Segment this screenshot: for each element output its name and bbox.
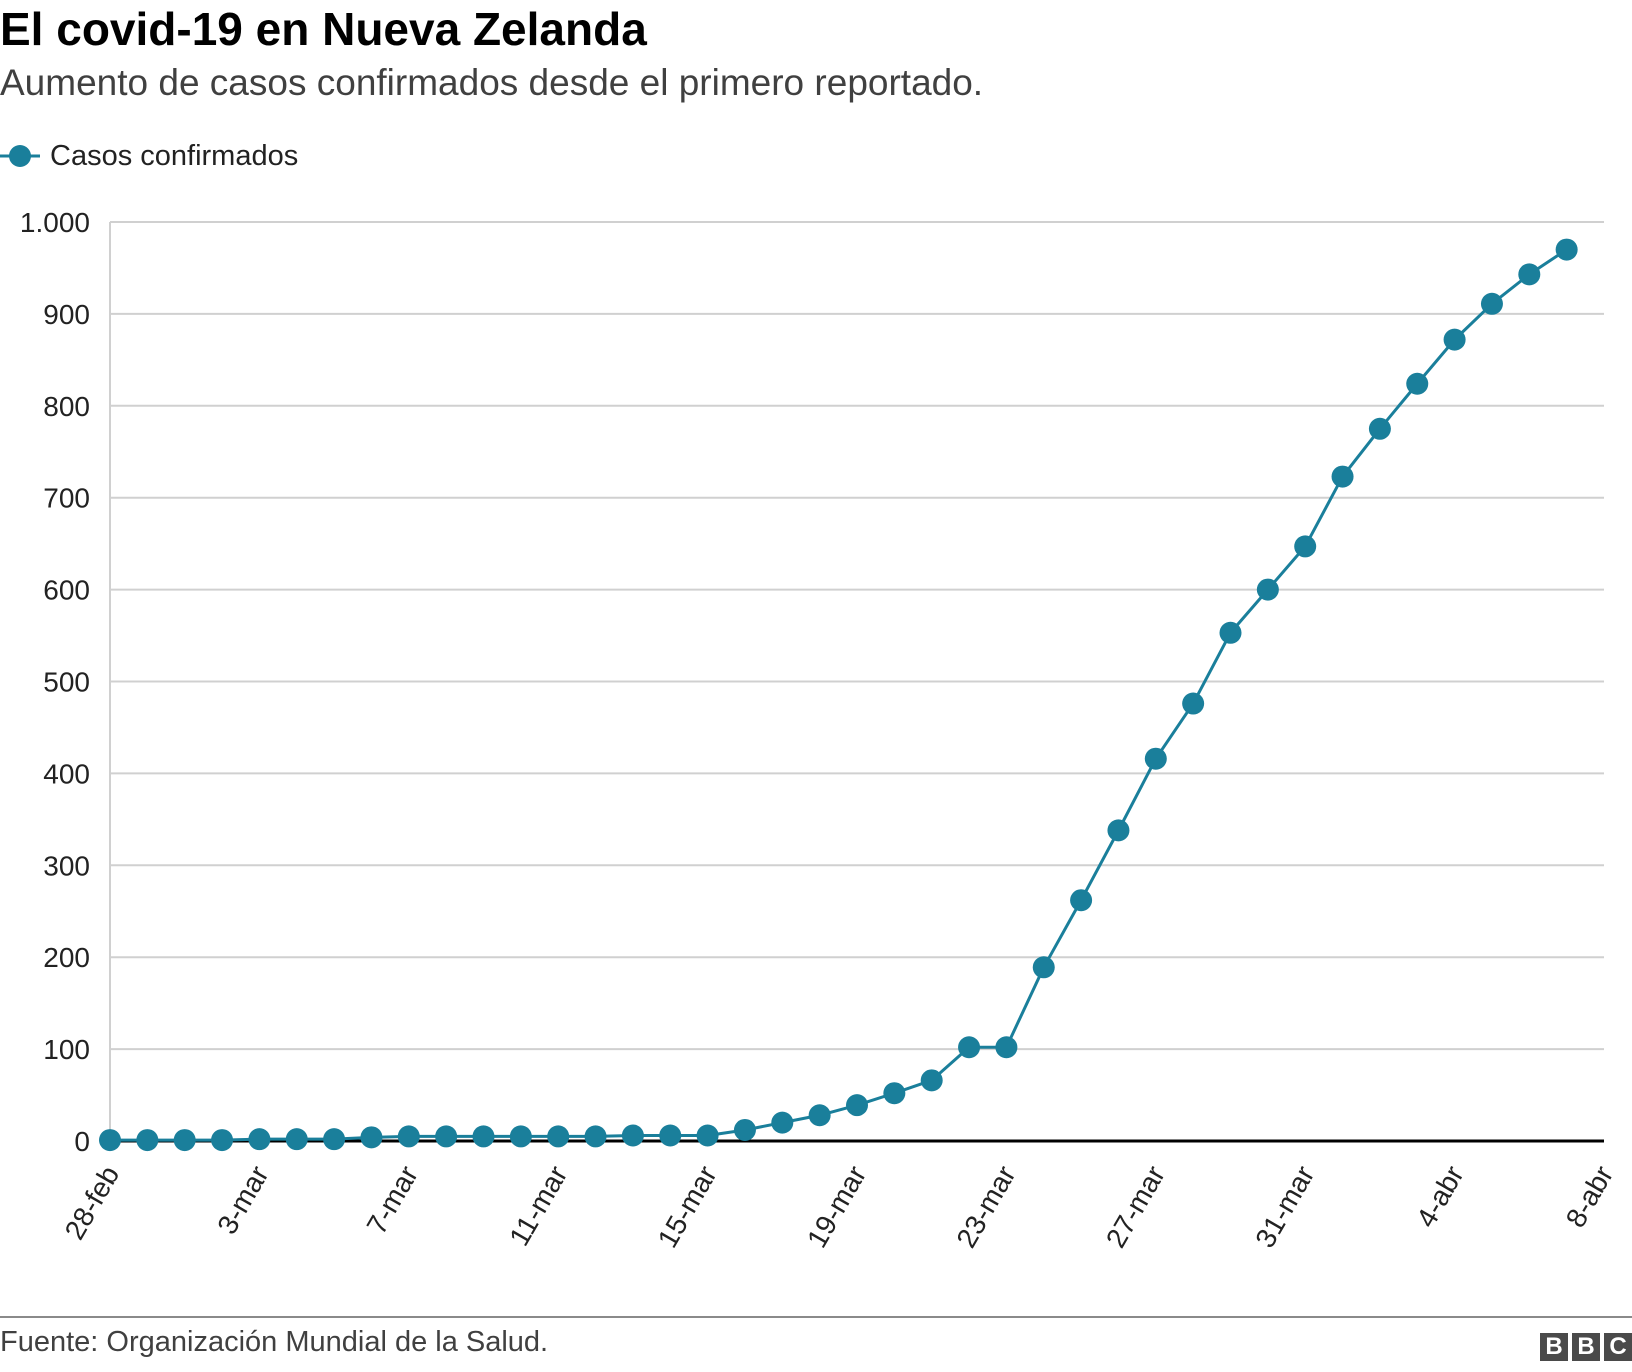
y-tick-label: 100 [43, 1034, 90, 1065]
data-point [1480, 292, 1503, 315]
data-point [248, 1128, 271, 1151]
data-point [1182, 692, 1205, 715]
data-point [696, 1124, 719, 1147]
series-line [110, 248, 1568, 1142]
legend-marker-icon [0, 145, 40, 167]
data-point [1032, 956, 1055, 979]
data-point [1144, 747, 1167, 770]
x-tick-label: 8-abr [1560, 1161, 1620, 1233]
data-point [1219, 621, 1242, 644]
data-point [584, 1125, 607, 1148]
data-point [1518, 263, 1541, 286]
y-axis: 0 100 200 300 400 500 600 700 800 900 1.000 [20, 207, 90, 1157]
data-point [323, 1128, 346, 1151]
bbc-logo: B B C [1540, 1333, 1632, 1361]
y-tick-label: 500 [43, 667, 90, 698]
footer-divider [0, 1316, 1632, 1318]
data-point [99, 1129, 121, 1152]
y-tick-label: 300 [43, 850, 90, 881]
chart-subtitle: Aumento de casos confirmados desde el pr… [0, 62, 984, 103]
y-tick-label: 200 [43, 942, 90, 973]
data-point [1555, 238, 1578, 261]
y-tick-label: 600 [43, 575, 90, 606]
data-point [846, 1094, 868, 1117]
x-tick-label: 11-mar [503, 1161, 573, 1252]
bbc-logo-letter: C [1604, 1333, 1632, 1361]
x-axis: 28-feb 3-mar 7-mar 11-mar 15-mar 19-mar 23-mar… [59, 1139, 1620, 1253]
x-tick-label: 7-mar [361, 1161, 424, 1240]
x-tick-label: 15-mar [652, 1161, 723, 1253]
x-tick-label: 31-mar [1249, 1161, 1320, 1253]
data-point [1443, 328, 1466, 351]
series-casos-confirmados [99, 238, 1578, 1152]
data-point [1256, 578, 1279, 601]
y-tick-label: 0 [74, 1126, 90, 1157]
x-tick-label: 3-mar [211, 1161, 274, 1240]
x-tick-label: 23-mar [950, 1161, 1021, 1253]
data-point [435, 1125, 458, 1148]
data-point [285, 1128, 308, 1151]
data-point [995, 1036, 1018, 1059]
data-point [733, 1118, 756, 1141]
y-tick-label: 1.000 [20, 207, 90, 238]
data-point [659, 1124, 682, 1147]
data-point [360, 1126, 383, 1149]
x-tick-label: 28-feb [59, 1161, 126, 1245]
data-point [472, 1125, 495, 1148]
line-chart: 0 100 200 300 400 500 600 700 800 900 1.000 28-feb… [20, 207, 1620, 1253]
x-tick-label: 19-mar [801, 1161, 872, 1253]
data-point [173, 1129, 196, 1152]
data-point [883, 1082, 906, 1105]
legend: Casos confirmados [0, 136, 298, 176]
bbc-logo-letter: B [1540, 1333, 1568, 1361]
data-point [808, 1104, 831, 1127]
data-point [1331, 465, 1354, 488]
source-note: Fuente: Organización Mundial de la Salud… [0, 1326, 549, 1358]
legend-label: Casos confirmados [50, 139, 299, 172]
x-tick-label: 27-mar [1100, 1161, 1171, 1253]
bbc-logo-letter: B [1572, 1333, 1600, 1361]
data-point [771, 1111, 794, 1134]
data-point [136, 1129, 159, 1152]
data-point [1070, 889, 1093, 912]
y-tick-label: 400 [43, 758, 90, 789]
data-point [1368, 417, 1391, 440]
gridlines [109, 221, 1604, 1141]
chart-title: El covid-19 en Nueva Zelanda [0, 3, 647, 55]
data-point [397, 1125, 420, 1148]
data-point [920, 1069, 943, 1092]
y-tick-label: 900 [43, 299, 90, 330]
data-point [1406, 372, 1429, 395]
data-point [509, 1125, 532, 1148]
data-point [211, 1129, 234, 1152]
data-point [1107, 819, 1130, 842]
data-point [621, 1124, 644, 1147]
y-tick-label: 700 [43, 483, 90, 514]
data-point [958, 1036, 981, 1059]
data-point [547, 1125, 570, 1148]
x-tick-label: 4-abr [1410, 1161, 1470, 1233]
y-tick-label: 800 [43, 391, 90, 422]
data-point [1294, 535, 1317, 558]
